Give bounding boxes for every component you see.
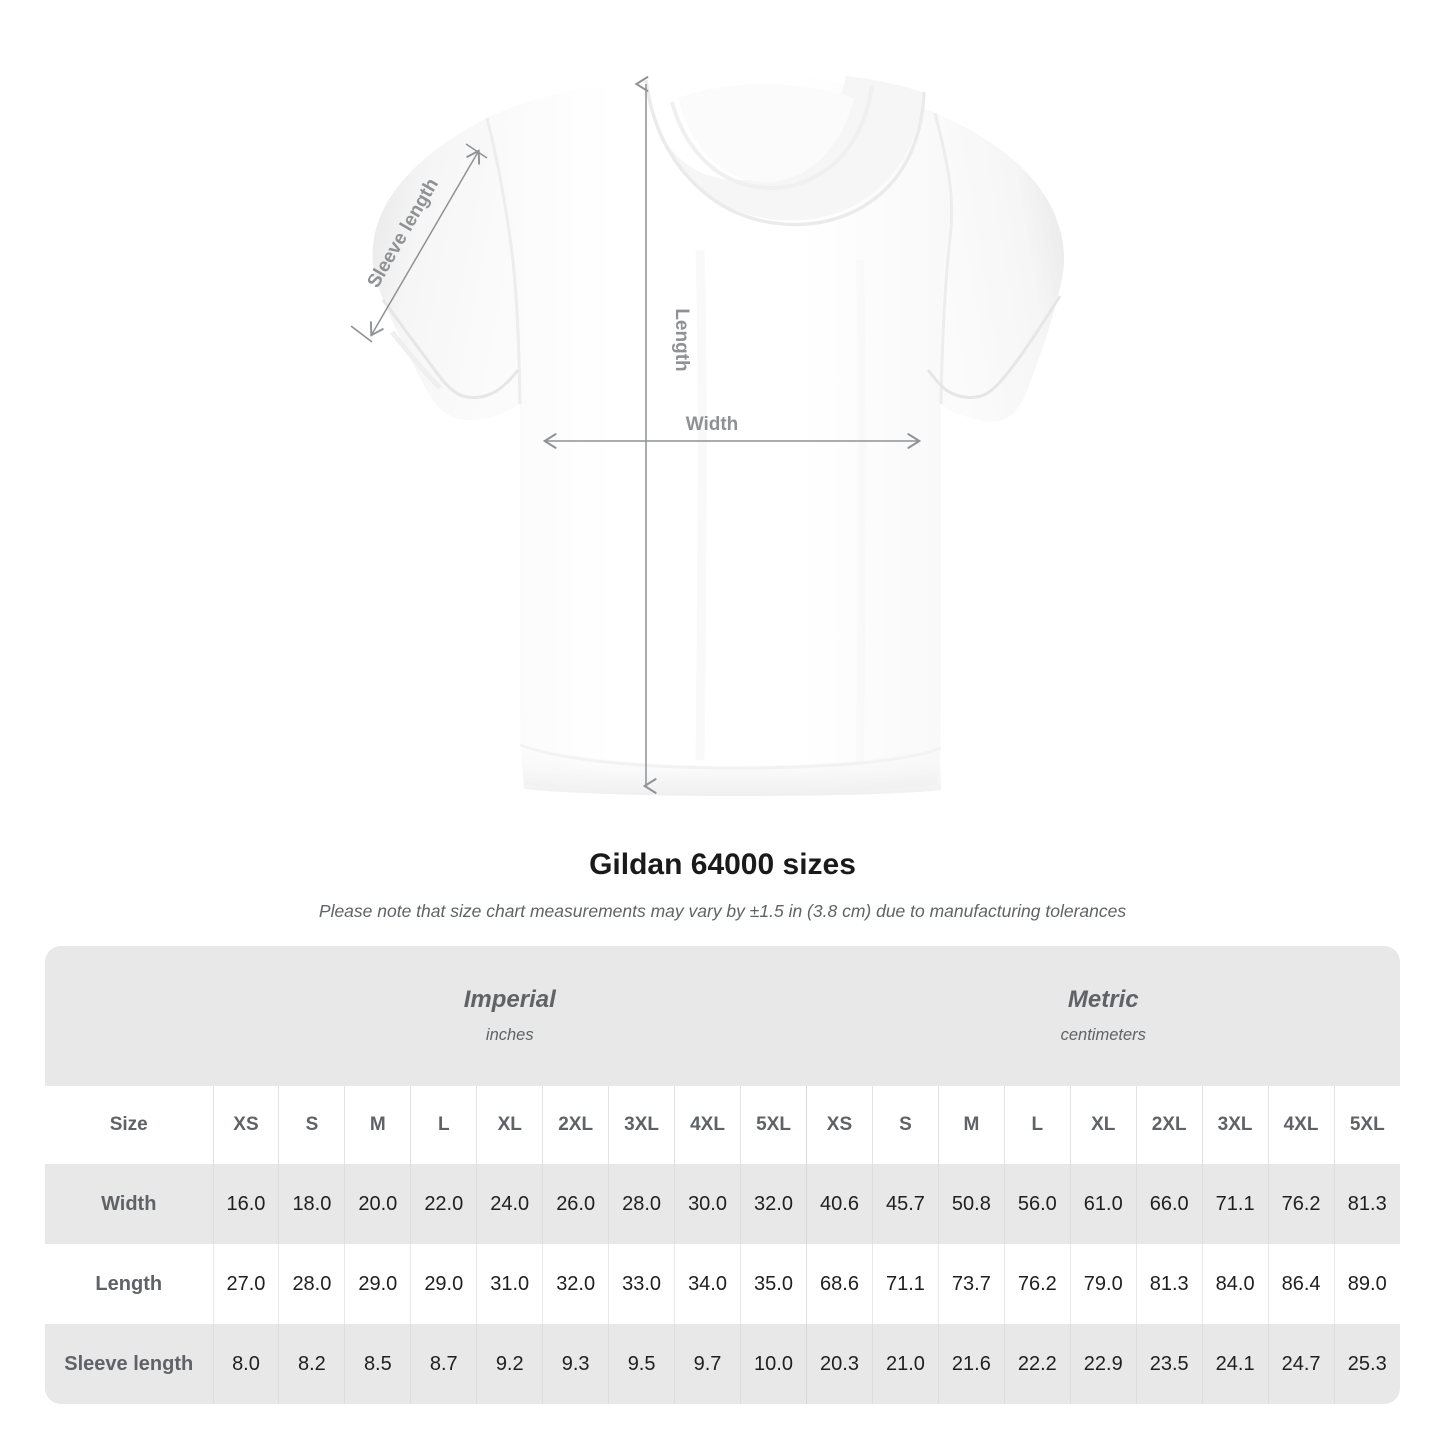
unit-cell-metric: Metric centimeters <box>806 946 1400 1086</box>
size-chart-table: Imperial inches Metric centimeters Size … <box>45 946 1400 1404</box>
column-header-metric-4xl: 4XL <box>1267 1086 1335 1164</box>
unit-system-label-imperial: Imperial <box>463 986 556 1013</box>
cell-sleeve-metric-5xl: 25.3 <box>1333 1324 1400 1404</box>
unit-row-spacer <box>45 946 213 1086</box>
column-header-metric-xl: XL <box>1069 1086 1137 1164</box>
cell-width-imperial-5xl: 32.0 <box>739 1164 807 1244</box>
cell-length-metric-3xl: 84.0 <box>1201 1244 1269 1324</box>
table-row: Length 27.0 28.0 29.0 29.0 31.0 32.0 33.… <box>45 1244 1400 1324</box>
cell-sleeve-metric-s: 21.0 <box>871 1324 939 1404</box>
cell-width-imperial-4xl: 30.0 <box>674 1164 741 1244</box>
cell-length-imperial-xl: 31.0 <box>476 1244 543 1324</box>
cell-width-metric-4xl: 76.2 <box>1267 1164 1335 1244</box>
cell-width-metric-2xl: 66.0 <box>1135 1164 1203 1244</box>
cell-sleeve-metric-l: 22.2 <box>1003 1324 1071 1404</box>
cell-sleeve-imperial-xl: 9.2 <box>476 1324 543 1404</box>
cell-sleeve-imperial-4xl: 9.7 <box>674 1324 741 1404</box>
column-header-imperial-3xl: 3XL <box>608 1086 675 1164</box>
column-header-metric-3xl: 3XL <box>1201 1086 1269 1164</box>
cell-width-imperial-l: 22.0 <box>410 1164 477 1244</box>
column-header-metric-xs: XS <box>806 1086 873 1164</box>
unit-system-row: Imperial inches Metric centimeters <box>45 946 1400 1086</box>
cell-length-imperial-2xl: 32.0 <box>542 1244 609 1324</box>
cell-sleeve-metric-3xl: 24.1 <box>1201 1324 1269 1404</box>
cell-length-imperial-xs: 27.0 <box>212 1244 279 1324</box>
cell-sleeve-metric-xs: 20.3 <box>806 1324 873 1404</box>
annotation-width: Width <box>542 414 922 449</box>
cell-width-metric-3xl: 71.1 <box>1201 1164 1269 1244</box>
row-label-length: Length <box>45 1244 213 1324</box>
cell-width-imperial-xl: 24.0 <box>476 1164 543 1244</box>
cell-sleeve-imperial-m: 8.5 <box>344 1324 411 1404</box>
column-header-imperial-5xl: 5XL <box>739 1086 807 1164</box>
cell-length-metric-5xl: 89.0 <box>1333 1244 1400 1324</box>
annotation-width-label: Width <box>686 414 739 435</box>
cell-length-imperial-l: 29.0 <box>410 1244 477 1324</box>
table-row: Width 16.0 18.0 20.0 22.0 24.0 26.0 28.0… <box>45 1164 1400 1244</box>
size-chart-table-container: Imperial inches Metric centimeters Size … <box>45 946 1400 1404</box>
cell-length-imperial-5xl: 35.0 <box>739 1244 807 1324</box>
cell-width-imperial-2xl: 26.0 <box>542 1164 609 1244</box>
cell-length-metric-m: 73.7 <box>937 1244 1005 1324</box>
cell-sleeve-metric-m: 21.6 <box>937 1324 1005 1404</box>
cell-length-metric-xl: 79.0 <box>1069 1244 1137 1324</box>
cell-sleeve-imperial-xs: 8.0 <box>212 1324 279 1404</box>
unit-name-label-metric: centimeters <box>1060 1026 1146 1044</box>
unit-name-label-imperial: inches <box>485 1026 534 1044</box>
unit-system-label-metric: Metric <box>1067 986 1139 1013</box>
cell-width-imperial-m: 20.0 <box>344 1164 411 1244</box>
column-header-metric-l: L <box>1003 1086 1071 1164</box>
cell-sleeve-imperial-l: 8.7 <box>410 1324 477 1404</box>
cell-sleeve-metric-4xl: 24.7 <box>1267 1324 1335 1404</box>
cell-sleeve-imperial-3xl: 9.5 <box>608 1324 675 1404</box>
cell-length-metric-xs: 68.6 <box>806 1244 873 1324</box>
table-row: Sleeve length 8.0 8.2 8.5 8.7 9.2 9.3 9.… <box>45 1324 1400 1404</box>
cell-sleeve-imperial-s: 8.2 <box>278 1324 345 1404</box>
cell-width-imperial-s: 18.0 <box>278 1164 345 1244</box>
cell-width-imperial-3xl: 28.0 <box>608 1164 675 1244</box>
unit-cell-imperial: Imperial inches <box>213 946 807 1086</box>
column-header-imperial-2xl: 2XL <box>542 1086 609 1164</box>
column-header-imperial-m: M <box>344 1086 411 1164</box>
column-header-metric-5xl: 5XL <box>1333 1086 1400 1164</box>
column-header-metric-m: M <box>937 1086 1005 1164</box>
cell-sleeve-metric-2xl: 23.5 <box>1135 1324 1203 1404</box>
cell-width-metric-s: 45.7 <box>871 1164 939 1244</box>
annotation-length-label: Length <box>671 308 692 371</box>
column-header-imperial-4xl: 4XL <box>674 1086 741 1164</box>
tshirt-measurement-illustration: Sleeve length Length Width <box>350 73 1064 796</box>
column-header-imperial-l: L <box>410 1086 477 1164</box>
column-header-imperial-s: S <box>278 1086 345 1164</box>
cell-width-metric-xl: 61.0 <box>1069 1164 1137 1244</box>
column-header-size: Size <box>45 1086 213 1164</box>
cell-length-imperial-4xl: 34.0 <box>674 1244 741 1324</box>
cell-sleeve-imperial-5xl: 10.0 <box>739 1324 807 1404</box>
tolerance-note: Please note that size chart measurements… <box>318 901 1127 921</box>
cell-length-metric-4xl: 86.4 <box>1267 1244 1335 1324</box>
row-label-width: Width <box>45 1164 213 1244</box>
cell-width-metric-5xl: 81.3 <box>1333 1164 1400 1244</box>
cell-length-metric-s: 71.1 <box>871 1244 939 1324</box>
size-header-row: Size XS S M L XL 2XL 3XL 4XL 5XL XS S M … <box>45 1086 1400 1164</box>
column-header-metric-s: S <box>871 1086 939 1164</box>
cell-length-metric-l: 76.2 <box>1003 1244 1071 1324</box>
cell-sleeve-imperial-2xl: 9.3 <box>542 1324 609 1404</box>
page-title: Gildan 64000 sizes <box>589 848 856 881</box>
cell-length-imperial-3xl: 33.0 <box>608 1244 675 1324</box>
cell-width-metric-m: 50.8 <box>937 1164 1005 1244</box>
row-label-sleeve-length: Sleeve length <box>45 1324 213 1404</box>
cell-width-metric-l: 56.0 <box>1003 1164 1071 1244</box>
cell-sleeve-metric-xl: 22.9 <box>1069 1324 1137 1404</box>
cell-length-metric-2xl: 81.3 <box>1135 1244 1203 1324</box>
column-header-metric-2xl: 2XL <box>1135 1086 1203 1164</box>
cell-length-imperial-m: 29.0 <box>344 1244 411 1324</box>
cell-width-metric-xs: 40.6 <box>806 1164 873 1244</box>
cell-width-imperial-xs: 16.0 <box>212 1164 279 1244</box>
column-header-imperial-xs: XS <box>212 1086 279 1164</box>
column-header-imperial-xl: XL <box>476 1086 543 1164</box>
tshirt-graphic <box>372 73 1064 796</box>
size-chart-heading: Gildan 64000 sizes Please note that size… <box>0 845 1445 923</box>
cell-length-imperial-s: 28.0 <box>278 1244 345 1324</box>
